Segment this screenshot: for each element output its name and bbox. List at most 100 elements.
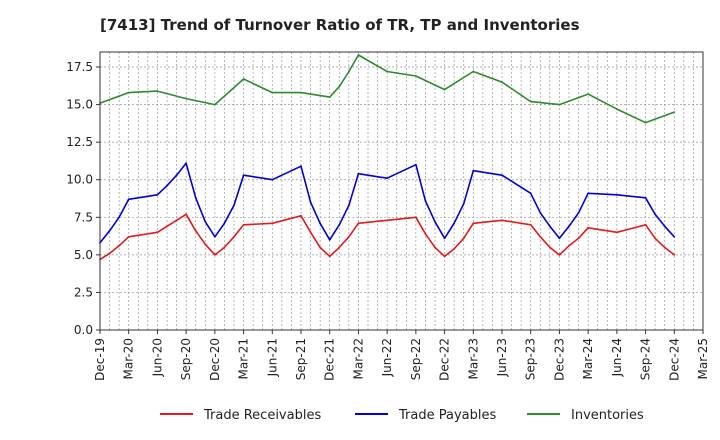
x-tick-label: Dec-22 [438, 338, 452, 381]
data-point-trade-receivables [663, 246, 666, 249]
data-point-trade-payables [539, 211, 542, 214]
data-point-trade-receivables [300, 214, 302, 217]
x-tick-label: Jun-20 [150, 338, 164, 377]
y-tick-label: 15.0 [66, 98, 93, 112]
data-point-trade-receivables [214, 254, 216, 256]
data-point-trade-receivables [233, 235, 235, 238]
data-point-trade-payables [348, 204, 350, 207]
grid [99, 52, 704, 331]
x-tick-label: Mar-24 [581, 338, 595, 379]
data-point-trade-receivables [271, 222, 274, 225]
data-point-inventories [300, 91, 302, 94]
x-tick-label: Mar-20 [122, 338, 136, 379]
data-point-trade-receivables [175, 219, 178, 222]
x-tick-label: Mar-23 [466, 338, 480, 379]
data-point-trade-payables [185, 162, 188, 165]
x-tick-label: Dec-24 [667, 338, 681, 381]
x-tick-label: Jun-24 [610, 338, 624, 377]
data-point-trade-payables [300, 165, 302, 168]
y-tick-label: 17.5 [66, 60, 93, 74]
data-point-trade-receivables [462, 237, 465, 240]
x-tick-label: Dec-21 [323, 338, 337, 381]
x-tick-label: Dec-20 [208, 338, 222, 381]
data-point-trade-payables [271, 178, 274, 181]
data-point-trade-payables [673, 235, 676, 238]
data-point-inventories [348, 70, 350, 73]
x-tick-label: Mar-22 [351, 338, 365, 379]
data-point-trade-receivables [424, 232, 427, 235]
data-point-trade-payables [616, 193, 618, 196]
data-point-trade-payables [127, 198, 130, 201]
legend-label-trade-payables: Trade Payables [398, 408, 496, 423]
data-point-trade-payables [118, 216, 120, 219]
data-point-trade-payables [328, 238, 331, 241]
data-point-inventories [529, 100, 532, 103]
chart-title: [7413] Trend of Turnover Ratio of TR, TP… [100, 16, 580, 34]
data-point-inventories [338, 85, 341, 88]
data-point-trade-receivables [242, 223, 245, 226]
data-point-trade-receivables [654, 237, 656, 240]
data-point-trade-receivables [539, 235, 542, 238]
data-point-inventories [616, 108, 618, 110]
data-point-trade-receivables [348, 235, 350, 238]
data-point-trade-receivables [338, 246, 341, 249]
data-point-trade-receivables [587, 226, 589, 229]
data-point-inventories [558, 103, 561, 106]
data-point-trade-payables [338, 223, 341, 226]
data-point-inventories [472, 70, 475, 73]
x-tick-label: Sep-20 [179, 338, 193, 380]
data-point-trade-payables [415, 163, 417, 166]
data-point-inventories [156, 90, 159, 92]
data-point-trade-payables [214, 235, 216, 238]
data-point-trade-receivables [118, 244, 120, 247]
data-point-trade-payables [462, 202, 465, 205]
data-point-trade-payables [166, 184, 168, 187]
data-point-trade-payables [654, 213, 656, 216]
data-point-trade-receivables [357, 222, 360, 225]
data-point-trade-payables [434, 220, 436, 223]
data-point-trade-receivables [577, 237, 580, 240]
data-point-trade-payables [319, 222, 321, 225]
data-point-trade-receivables [194, 229, 197, 232]
data-point-inventories [242, 78, 245, 80]
data-point-inventories [501, 81, 503, 83]
data-point-trade-payables [529, 192, 532, 195]
data-point-trade-receivables [568, 244, 570, 247]
data-point-inventories [127, 91, 130, 94]
data-point-trade-payables [204, 220, 207, 223]
data-point-inventories [415, 75, 417, 77]
data-point-trade-payables [223, 222, 226, 225]
x-tick-label: Mar-25 [696, 338, 710, 379]
x-tick-label: Sep-21 [294, 338, 308, 380]
y-tick-label: 12.5 [66, 135, 93, 149]
data-point-trade-receivables [223, 246, 226, 249]
data-point-trade-payables [663, 225, 666, 228]
x-tick-label: Dec-19 [93, 338, 107, 381]
x-axis: Dec-19 Mar-20 Jun-20 Sep-20 Dec-20 Mar-21 Jun-… [93, 330, 710, 381]
data-point-trade-payables [549, 225, 551, 228]
x-tick-label: Jun-23 [495, 338, 509, 377]
x-tick-label: Sep-24 [639, 338, 653, 380]
data-point-trade-receivables [501, 219, 503, 222]
data-point-inventories [185, 97, 188, 100]
y-tick-label: 7.5 [74, 210, 93, 224]
data-point-trade-receivables [673, 254, 676, 256]
data-point-trade-receivables [472, 222, 475, 225]
plot-frame [99, 51, 704, 331]
data-point-trade-payables [424, 199, 427, 202]
data-point-trade-receivables [616, 231, 618, 234]
data-point-trade-receivables [558, 254, 561, 256]
x-tick-label: Mar-21 [237, 338, 251, 379]
x-tick-label: Sep-22 [409, 338, 423, 380]
data-point-trade-receivables [319, 246, 321, 249]
y-tick-label: 0.0 [74, 323, 93, 337]
data-point-trade-payables [242, 174, 245, 177]
series-line-trade-payables [99, 162, 675, 244]
data-point-trade-receivables [156, 231, 159, 234]
legend-label-inventories: Inventories [571, 408, 644, 423]
legend: Trade Receivables Trade Payables Inventori… [160, 408, 644, 423]
data-point-trade-payables [386, 177, 388, 180]
data-point-trade-receivables [644, 223, 647, 226]
data-point-inventories [271, 91, 274, 94]
